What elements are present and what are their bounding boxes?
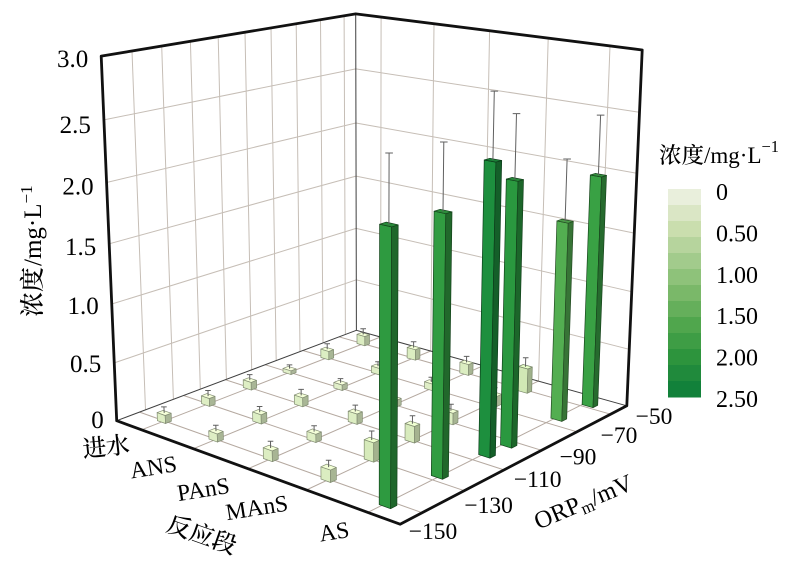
svg-text:2.0: 2.0 <box>62 174 93 201</box>
svg-text:PAnS: PAnS <box>175 473 231 507</box>
svg-text:3.0: 3.0 <box>57 46 88 73</box>
svg-text:ANS: ANS <box>128 451 179 484</box>
svg-text:−70: −70 <box>601 423 638 449</box>
svg-text:AS: AS <box>317 517 351 547</box>
svg-text:1.00: 1.00 <box>716 263 758 289</box>
svg-text:−130: −130 <box>464 493 513 519</box>
svg-text:1.50: 1.50 <box>716 304 758 330</box>
svg-text:−150: −150 <box>409 519 458 545</box>
svg-text:MAnS: MAnS <box>224 491 290 526</box>
svg-text:2.00: 2.00 <box>716 346 758 372</box>
svg-text:1.0: 1.0 <box>68 293 99 320</box>
svg-text:−110: −110 <box>514 467 562 493</box>
svg-text:/mg·L−1: /mg·L−1 <box>17 185 47 266</box>
svg-text:2.50: 2.50 <box>716 387 758 413</box>
svg-text:/mg·L−1: /mg·L−1 <box>704 137 779 168</box>
svg-text:−90: −90 <box>560 445 597 471</box>
svg-text:−50: −50 <box>636 404 673 430</box>
svg-text:2.5: 2.5 <box>60 112 91 139</box>
svg-text:0: 0 <box>91 407 104 434</box>
svg-text:0.50: 0.50 <box>716 221 758 247</box>
svg-text:0: 0 <box>716 180 728 206</box>
svg-text:0.5: 0.5 <box>70 351 101 378</box>
svg-text:1.5: 1.5 <box>65 234 96 261</box>
